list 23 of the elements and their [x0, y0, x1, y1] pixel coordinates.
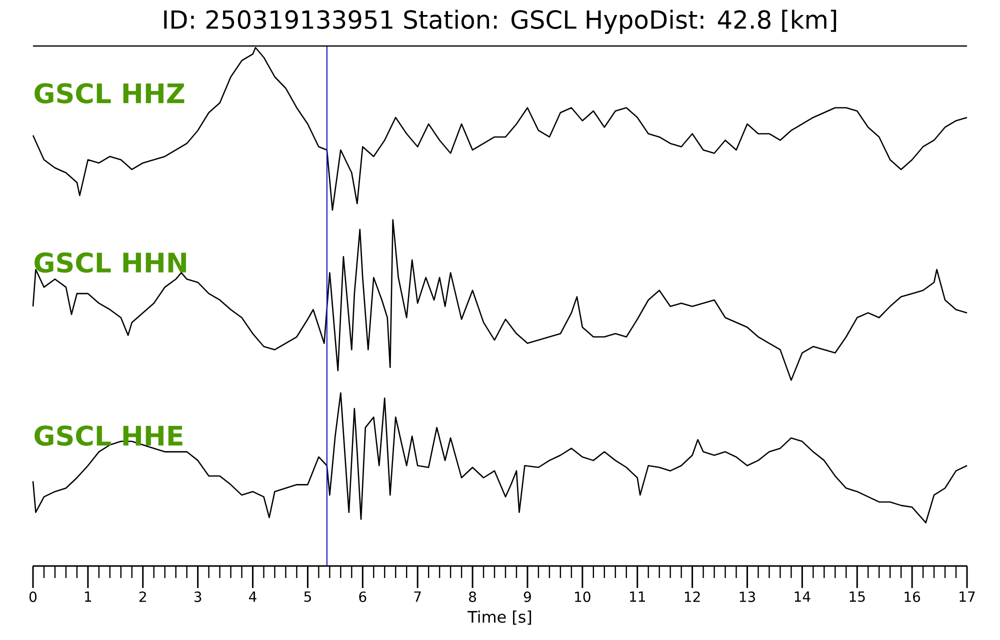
x-tick-label: 8: [469, 592, 476, 602]
x-tick-label: 0: [29, 592, 37, 602]
x-tick-label: 14: [794, 592, 810, 602]
x-tick-label: 5: [304, 592, 311, 602]
x-tick-label: 13: [740, 592, 756, 602]
annotation: GSCL HHE: [34, 426, 182, 446]
x-tick-label: 12: [684, 592, 700, 602]
x-tick-label: 7: [414, 592, 421, 602]
x-tick-label: 11: [630, 592, 645, 602]
annotation: GSCL HHZ: [34, 83, 184, 104]
x-tick-label: 3: [194, 592, 202, 602]
x-tick-label: 17: [960, 592, 975, 602]
annotation: GSCL HHN: [34, 252, 186, 273]
x-tick-label: 16: [904, 592, 920, 602]
x-tick-label: 1: [85, 592, 92, 602]
x-tick-label: 2: [139, 592, 146, 602]
x-tick-label: 15: [850, 592, 865, 602]
x-tick-label: 6: [359, 592, 366, 602]
chart-title: ID: 250319133951 Station: GSCL HypoDist: 42.8 [km]: [164, 10, 836, 34]
x-axis-title: Time [s]: [468, 610, 532, 625]
x-tick-label: 10: [575, 592, 590, 602]
x-tick-label: 4: [249, 592, 256, 602]
x-tick-label: 9: [524, 592, 531, 602]
